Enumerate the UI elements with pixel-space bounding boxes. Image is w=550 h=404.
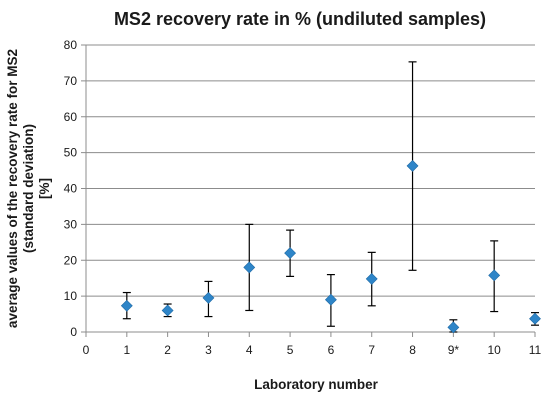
data-point [365, 272, 378, 285]
data-point [406, 159, 419, 172]
x-tick-label: 11 [529, 343, 542, 357]
y-tick-label: 70 [64, 74, 78, 88]
data-point [202, 291, 215, 304]
y-tick-label: 40 [64, 182, 78, 196]
y-tick-label: 30 [64, 217, 78, 231]
gridlines [86, 44, 535, 297]
x-tick-labels: 0 1 2 3 4 5 6 7 8 9* 10 11 [83, 343, 542, 357]
x-tick-label: 2 [164, 343, 171, 357]
data-point [161, 304, 174, 317]
y-axis-title: average values of the recovery rate for … [5, 49, 52, 328]
error-bars [122, 61, 539, 333]
y-axis-title-line: [%] [37, 178, 52, 199]
data-markers [120, 159, 541, 334]
data-point [120, 299, 133, 312]
data-point [324, 293, 337, 306]
chart-title: MS2 recovery rate in % (undiluted sample… [114, 9, 486, 29]
y-tick-label: 60 [64, 110, 78, 124]
y-axis-title-line: average values of the recovery rate for … [5, 49, 20, 328]
data-point [529, 312, 541, 325]
y-tick-label: 0 [70, 325, 77, 339]
x-tick-label: 3 [205, 343, 212, 357]
data-point [488, 269, 501, 282]
y-tick-label: 80 [64, 38, 78, 52]
y-tick-label: 10 [64, 289, 78, 303]
y-axis-title-line: (standard deviation) [21, 124, 36, 253]
y-tick-label: 20 [64, 253, 78, 267]
data-point [243, 261, 256, 274]
axes [81, 44, 536, 337]
x-tick-label: 7 [368, 343, 375, 357]
x-tick-label: 0 [83, 343, 90, 357]
x-tick-label: 5 [287, 343, 294, 357]
x-tick-label: 9* [448, 343, 460, 357]
x-tick-label: 4 [246, 343, 253, 357]
data-point [284, 247, 297, 259]
y-tick-label: 50 [64, 146, 78, 160]
data-point [447, 321, 460, 334]
y-tick-labels: 0 10 20 30 40 50 60 70 80 [64, 38, 78, 339]
x-tick-label: 10 [488, 343, 502, 357]
x-tick-label: 6 [328, 343, 335, 357]
x-tick-label: 1 [123, 343, 130, 357]
x-axis-title: Laboratory number [254, 377, 379, 392]
x-tick-label: 8 [409, 343, 416, 357]
